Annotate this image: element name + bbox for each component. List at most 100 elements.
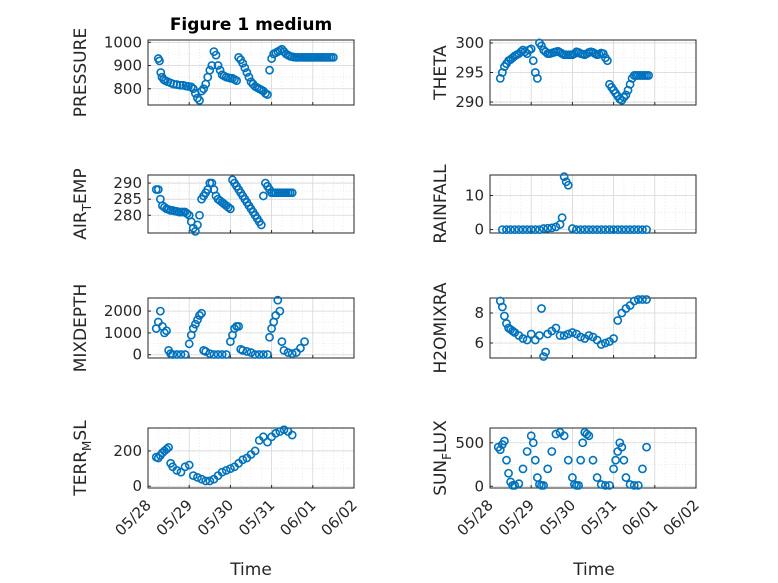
data-point-h2omixra — [559, 331, 569, 340]
y-tick-label: 500 — [455, 434, 484, 452]
data-point-mixdepth — [234, 321, 244, 331]
y-axis-label: H2OMIXRA — [431, 282, 451, 373]
data-point-terr-msl — [225, 464, 235, 473]
data-point-pressure — [267, 54, 276, 63]
y-tick-label: 200 — [113, 442, 142, 460]
data-point-terr-msl — [287, 430, 297, 440]
data-point-h2omixra — [502, 319, 511, 328]
y-tick-label: 290 — [113, 174, 142, 192]
axes-frame — [147, 297, 355, 359]
y-axis-label: AIRTEMP — [71, 168, 94, 239]
data-point-rainfall — [613, 225, 623, 234]
data-point-mixdepth — [275, 306, 285, 316]
data-point-terr-msl — [164, 443, 173, 452]
data-point-mixdepth — [172, 350, 182, 359]
data-point-h2omixra — [518, 334, 528, 343]
data-point-air-temp — [153, 185, 163, 194]
data-point-mixdepth — [188, 324, 198, 333]
data-point-terr-msl — [184, 460, 194, 470]
data-point-sun-flux — [576, 455, 586, 465]
data-point-pressure — [232, 76, 241, 86]
y-tick-label: 0 — [474, 221, 484, 239]
data-point-theta — [644, 71, 654, 80]
data-point-pressure — [211, 50, 221, 60]
data-point-sun-flux — [504, 468, 513, 478]
data-point-sun-flux — [574, 480, 583, 490]
data-point-mixdepth — [184, 339, 194, 349]
data-point-h2omixra — [633, 295, 643, 304]
data-point-terr-msl — [258, 432, 268, 442]
data-point-rainfall — [576, 225, 586, 234]
data-point-rainfall — [568, 224, 577, 233]
data-point-air-temp — [258, 191, 268, 201]
x-tick-label: 05/30 — [194, 496, 237, 539]
y-tick-label: 300 — [455, 34, 484, 52]
data-point-h2omixra — [535, 331, 544, 340]
data-point-pressure — [175, 80, 185, 90]
data-point-sun-flux — [619, 455, 629, 465]
data-point-pressure — [155, 56, 164, 66]
y-axis-label: MIXDEPTH — [71, 284, 91, 373]
data-point-terr-msl — [172, 465, 182, 475]
data-point-sun-flux — [592, 473, 602, 482]
data-point-sun-flux — [605, 480, 614, 490]
data-point-pressure — [240, 63, 250, 73]
data-point-sun-flux — [609, 464, 618, 474]
data-point-sun-flux — [600, 480, 610, 490]
data-point-mixdepth — [287, 349, 297, 359]
y-tick-label: 6 — [474, 334, 484, 352]
data-point-rainfall — [596, 225, 606, 234]
data-point-terr-msl — [250, 446, 260, 456]
data-point-mixdepth — [180, 350, 190, 359]
data-point-h2omixra — [508, 326, 518, 336]
data-point-terr-msl — [193, 473, 202, 482]
data-point-rainfall — [563, 180, 573, 190]
data-point-mixdepth — [217, 350, 227, 359]
data-point-sun-flux — [642, 442, 651, 452]
data-point-air-temp — [223, 202, 233, 212]
data-point-mixdepth — [193, 315, 202, 325]
y-tick-label: 8 — [474, 304, 484, 322]
data-point-mixdepth — [197, 308, 206, 318]
data-point-air-temp — [195, 210, 204, 220]
y-tick-label: 280 — [113, 206, 142, 224]
y-axis-label: PRESSURE — [71, 28, 91, 117]
data-point-rainfall — [572, 225, 581, 234]
data-point-sun-flux — [518, 464, 528, 474]
data-point-rainfall — [605, 225, 614, 234]
y-axis-label: SUNFLUX — [431, 420, 454, 496]
data-point-sun-flux — [615, 438, 625, 448]
data-point-sun-flux — [547, 447, 557, 456]
data-point-rainfall — [543, 223, 553, 233]
y-axis-label: RAINFALL — [431, 164, 451, 244]
data-point-air-temp — [256, 220, 266, 230]
data-point-sun-flux — [510, 480, 520, 490]
y-tick-label: 0 — [474, 477, 484, 495]
data-point-mixdepth — [155, 306, 165, 316]
data-point-pressure — [193, 93, 202, 103]
data-point-theta — [541, 47, 551, 57]
data-point-sun-flux — [584, 431, 594, 441]
data-point-h2omixra — [500, 311, 509, 321]
data-point-rainfall — [522, 225, 532, 234]
data-point-air-temp — [193, 220, 202, 230]
data-point-pressure — [199, 84, 209, 94]
data-point-theta — [619, 92, 629, 102]
data-point-pressure — [215, 65, 225, 75]
data-point-rainfall — [625, 225, 635, 234]
data-point-rainfall — [510, 225, 520, 234]
data-point-sun-flux — [596, 480, 606, 489]
data-point-sun-flux — [588, 455, 598, 465]
x-tick-label: 05/28 — [454, 496, 497, 539]
data-point-sun-flux — [613, 447, 623, 456]
data-point-rainfall — [642, 225, 651, 234]
data-point-sun-flux — [633, 480, 643, 490]
data-point-sun-flux — [551, 429, 561, 439]
data-point-mixdepth — [190, 319, 200, 329]
y-tick-label: 10 — [465, 186, 484, 204]
x-tick-label: 05/30 — [536, 496, 579, 539]
data-point-terr-msl — [221, 465, 231, 475]
data-point-sun-flux — [578, 438, 588, 448]
data-point-pressure — [213, 61, 223, 70]
